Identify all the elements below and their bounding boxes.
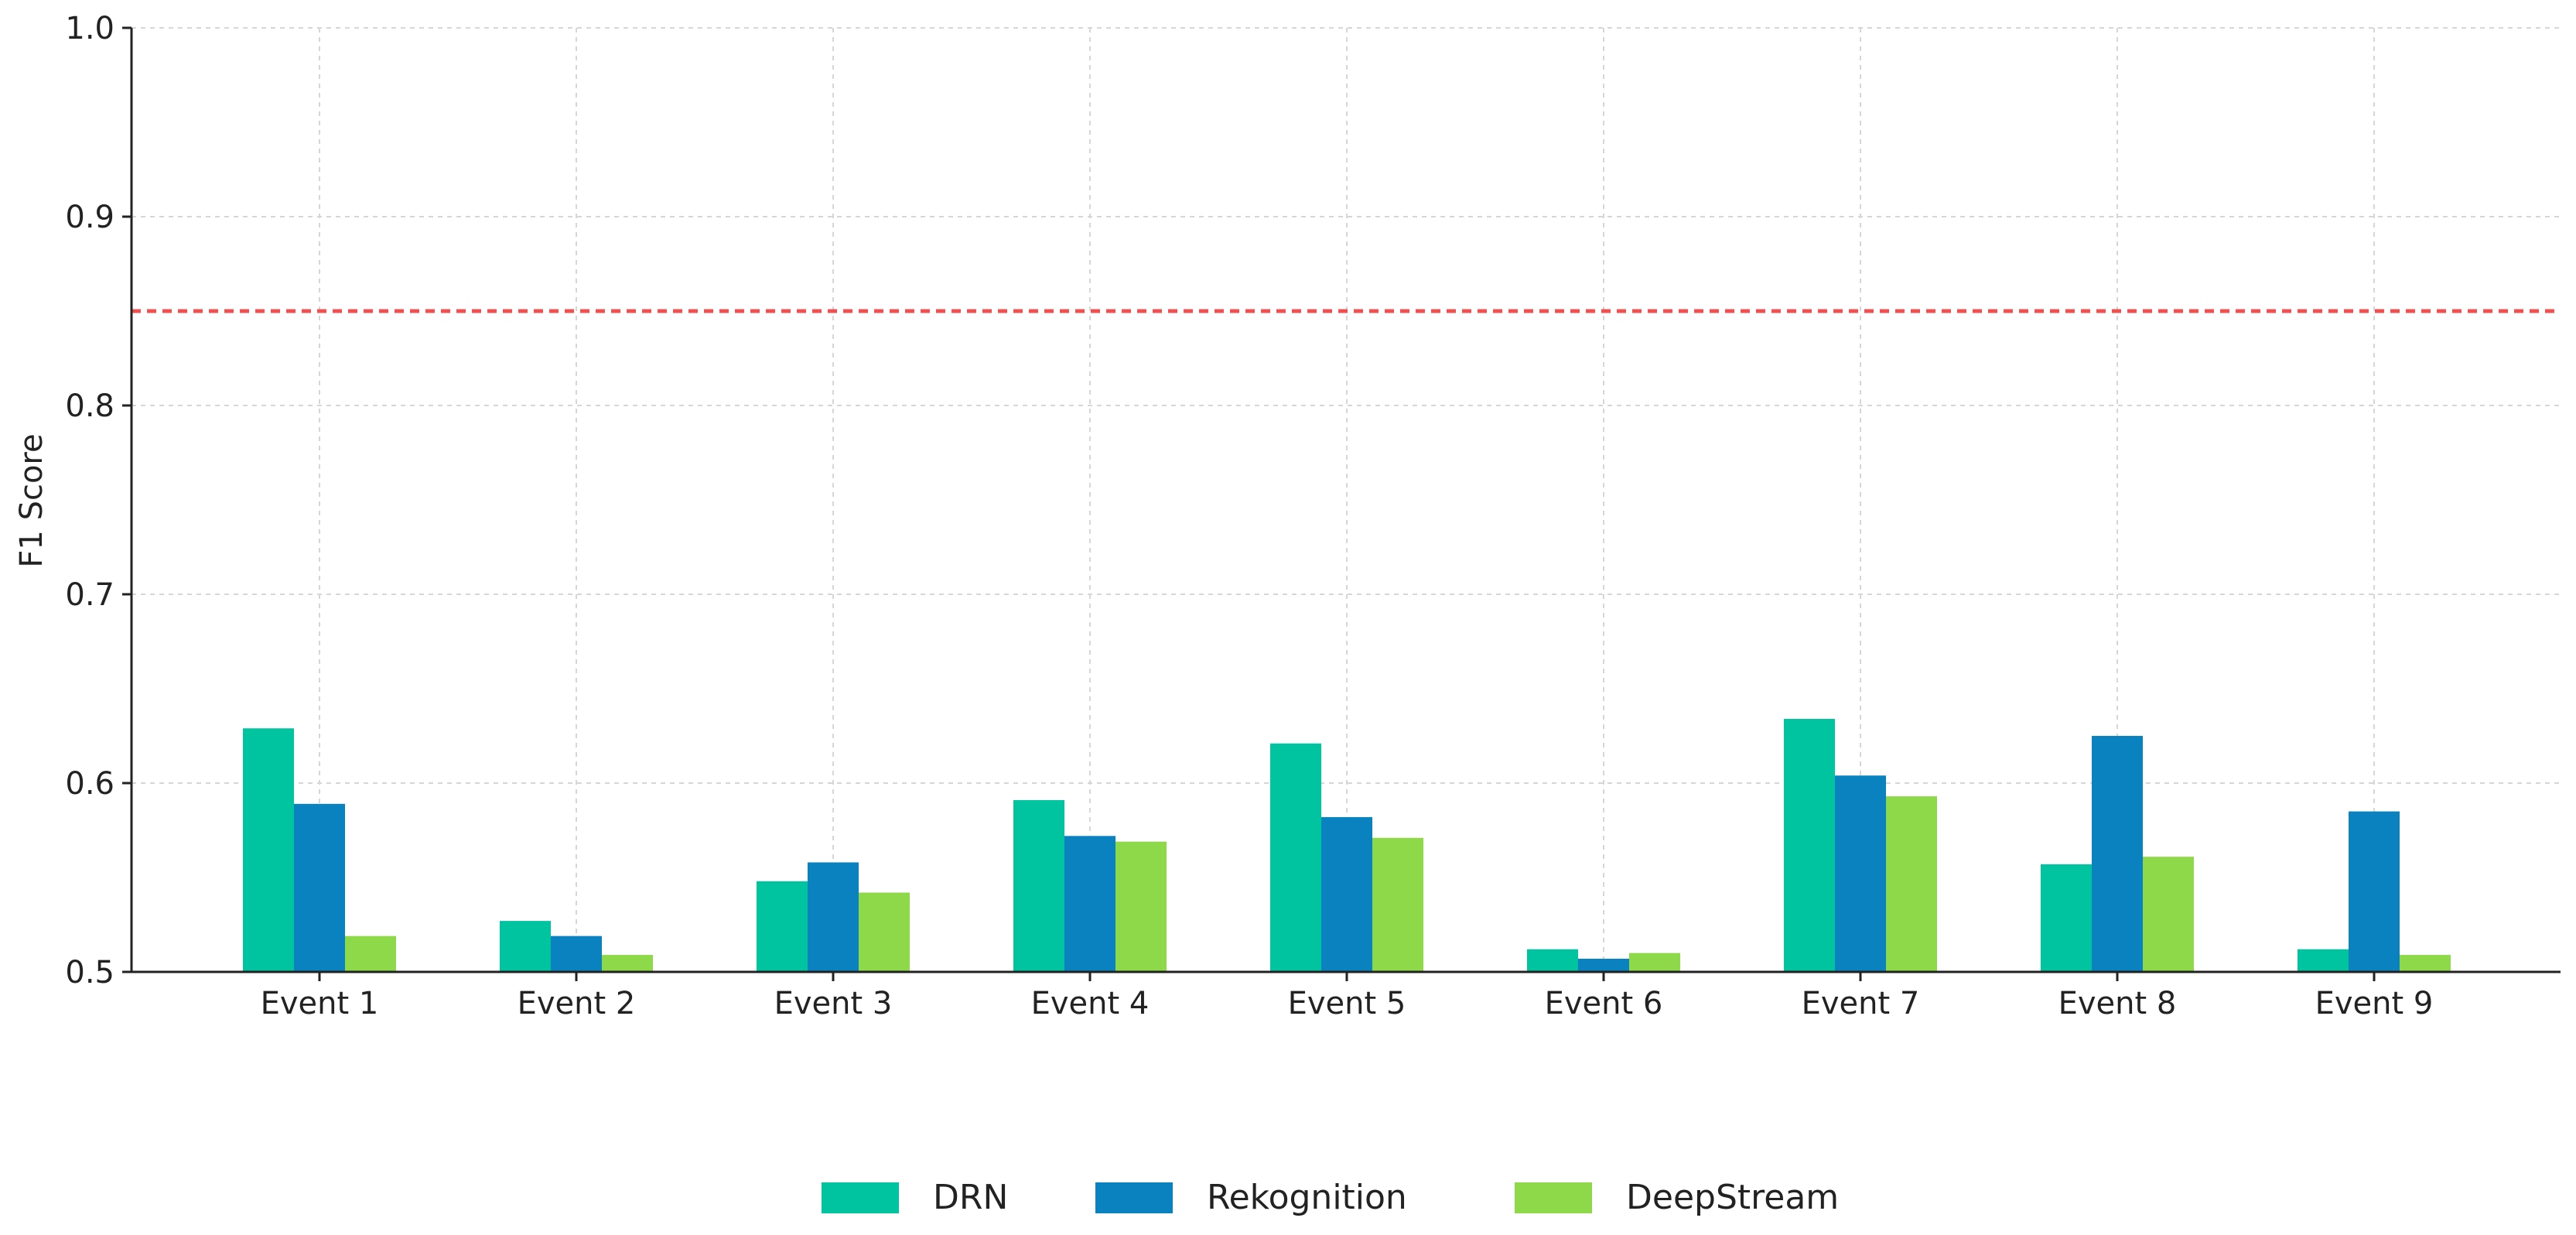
bar-deepstream-7 [1886, 796, 1937, 972]
bar-rekognition-4 [1064, 836, 1115, 972]
bar-drn-6 [1527, 949, 1578, 972]
bar-drn-7 [1784, 719, 1835, 972]
bar-rekognition-6 [1578, 958, 1629, 972]
legend-swatch-rekognition [1095, 1182, 1173, 1213]
x-tick-label: Event 4 [1031, 986, 1150, 1021]
bar-drn-5 [1270, 743, 1321, 972]
bar-rekognition-5 [1321, 816, 1372, 972]
bar-rekognition-8 [2092, 736, 2143, 972]
legend-label-drn: DRN [933, 1178, 1008, 1217]
bar-deepstream-1 [345, 936, 396, 972]
y-tick-label: 0.7 [65, 577, 114, 613]
bars-group [243, 719, 2451, 972]
x-tick-label: Event 6 [1545, 986, 1663, 1021]
y-tick-label: 0.5 [65, 955, 114, 990]
x-tick-label: Event 1 [261, 986, 379, 1021]
bar-drn-1 [243, 728, 294, 972]
x-tick-label: Event 2 [518, 986, 636, 1021]
x-tick-label: Event 8 [2058, 986, 2177, 1021]
y-tick-labels: 0.5 0.6 0.7 0.8 0.9 1.0 [65, 11, 132, 990]
y-tick-label: 0.8 [65, 388, 114, 424]
bar-deepstream-9 [2400, 955, 2451, 972]
legend-swatch-drn [822, 1182, 899, 1213]
x-tick-label: Event 3 [774, 986, 893, 1021]
bar-deepstream-8 [2143, 857, 2194, 972]
bar-drn-4 [1013, 799, 1064, 972]
bar-deepstream-2 [602, 955, 653, 972]
y-axis-label: F1 Score [14, 433, 50, 567]
y-tick-label: 0.9 [65, 200, 114, 235]
legend: DRN Rekognition DeepStream [822, 1178, 1839, 1217]
x-tick-label: Event 7 [1802, 986, 1920, 1021]
y-tick-label: 1.0 [65, 11, 114, 46]
bar-rekognition-1 [294, 803, 345, 972]
bar-rekognition-9 [2349, 811, 2400, 972]
bar-drn-3 [757, 881, 808, 972]
bar-drn-9 [2298, 949, 2349, 972]
bar-deepstream-5 [1372, 837, 1423, 972]
bar-drn-8 [2041, 864, 2092, 972]
bar-deepstream-3 [859, 892, 910, 972]
bar-drn-2 [500, 921, 551, 972]
legend-label-deepstream: DeepStream [1626, 1178, 1839, 1217]
bar-rekognition-7 [1835, 775, 1886, 972]
bar-rekognition-2 [551, 936, 602, 972]
bar-deepstream-4 [1115, 841, 1167, 972]
x-tick-label: Event 9 [2315, 986, 2434, 1021]
bar-deepstream-6 [1629, 953, 1680, 972]
x-tick-labels: Event 1 Event 2 Event 3 Event 4 Event 5 Event… [261, 972, 2434, 1021]
legend-label-rekognition: Rekognition [1207, 1178, 1407, 1217]
x-tick-label: Event 5 [1288, 986, 1406, 1021]
legend-swatch-deepstream [1515, 1182, 1592, 1213]
y-tick-label: 0.6 [65, 766, 114, 802]
bar-rekognition-3 [808, 862, 859, 972]
